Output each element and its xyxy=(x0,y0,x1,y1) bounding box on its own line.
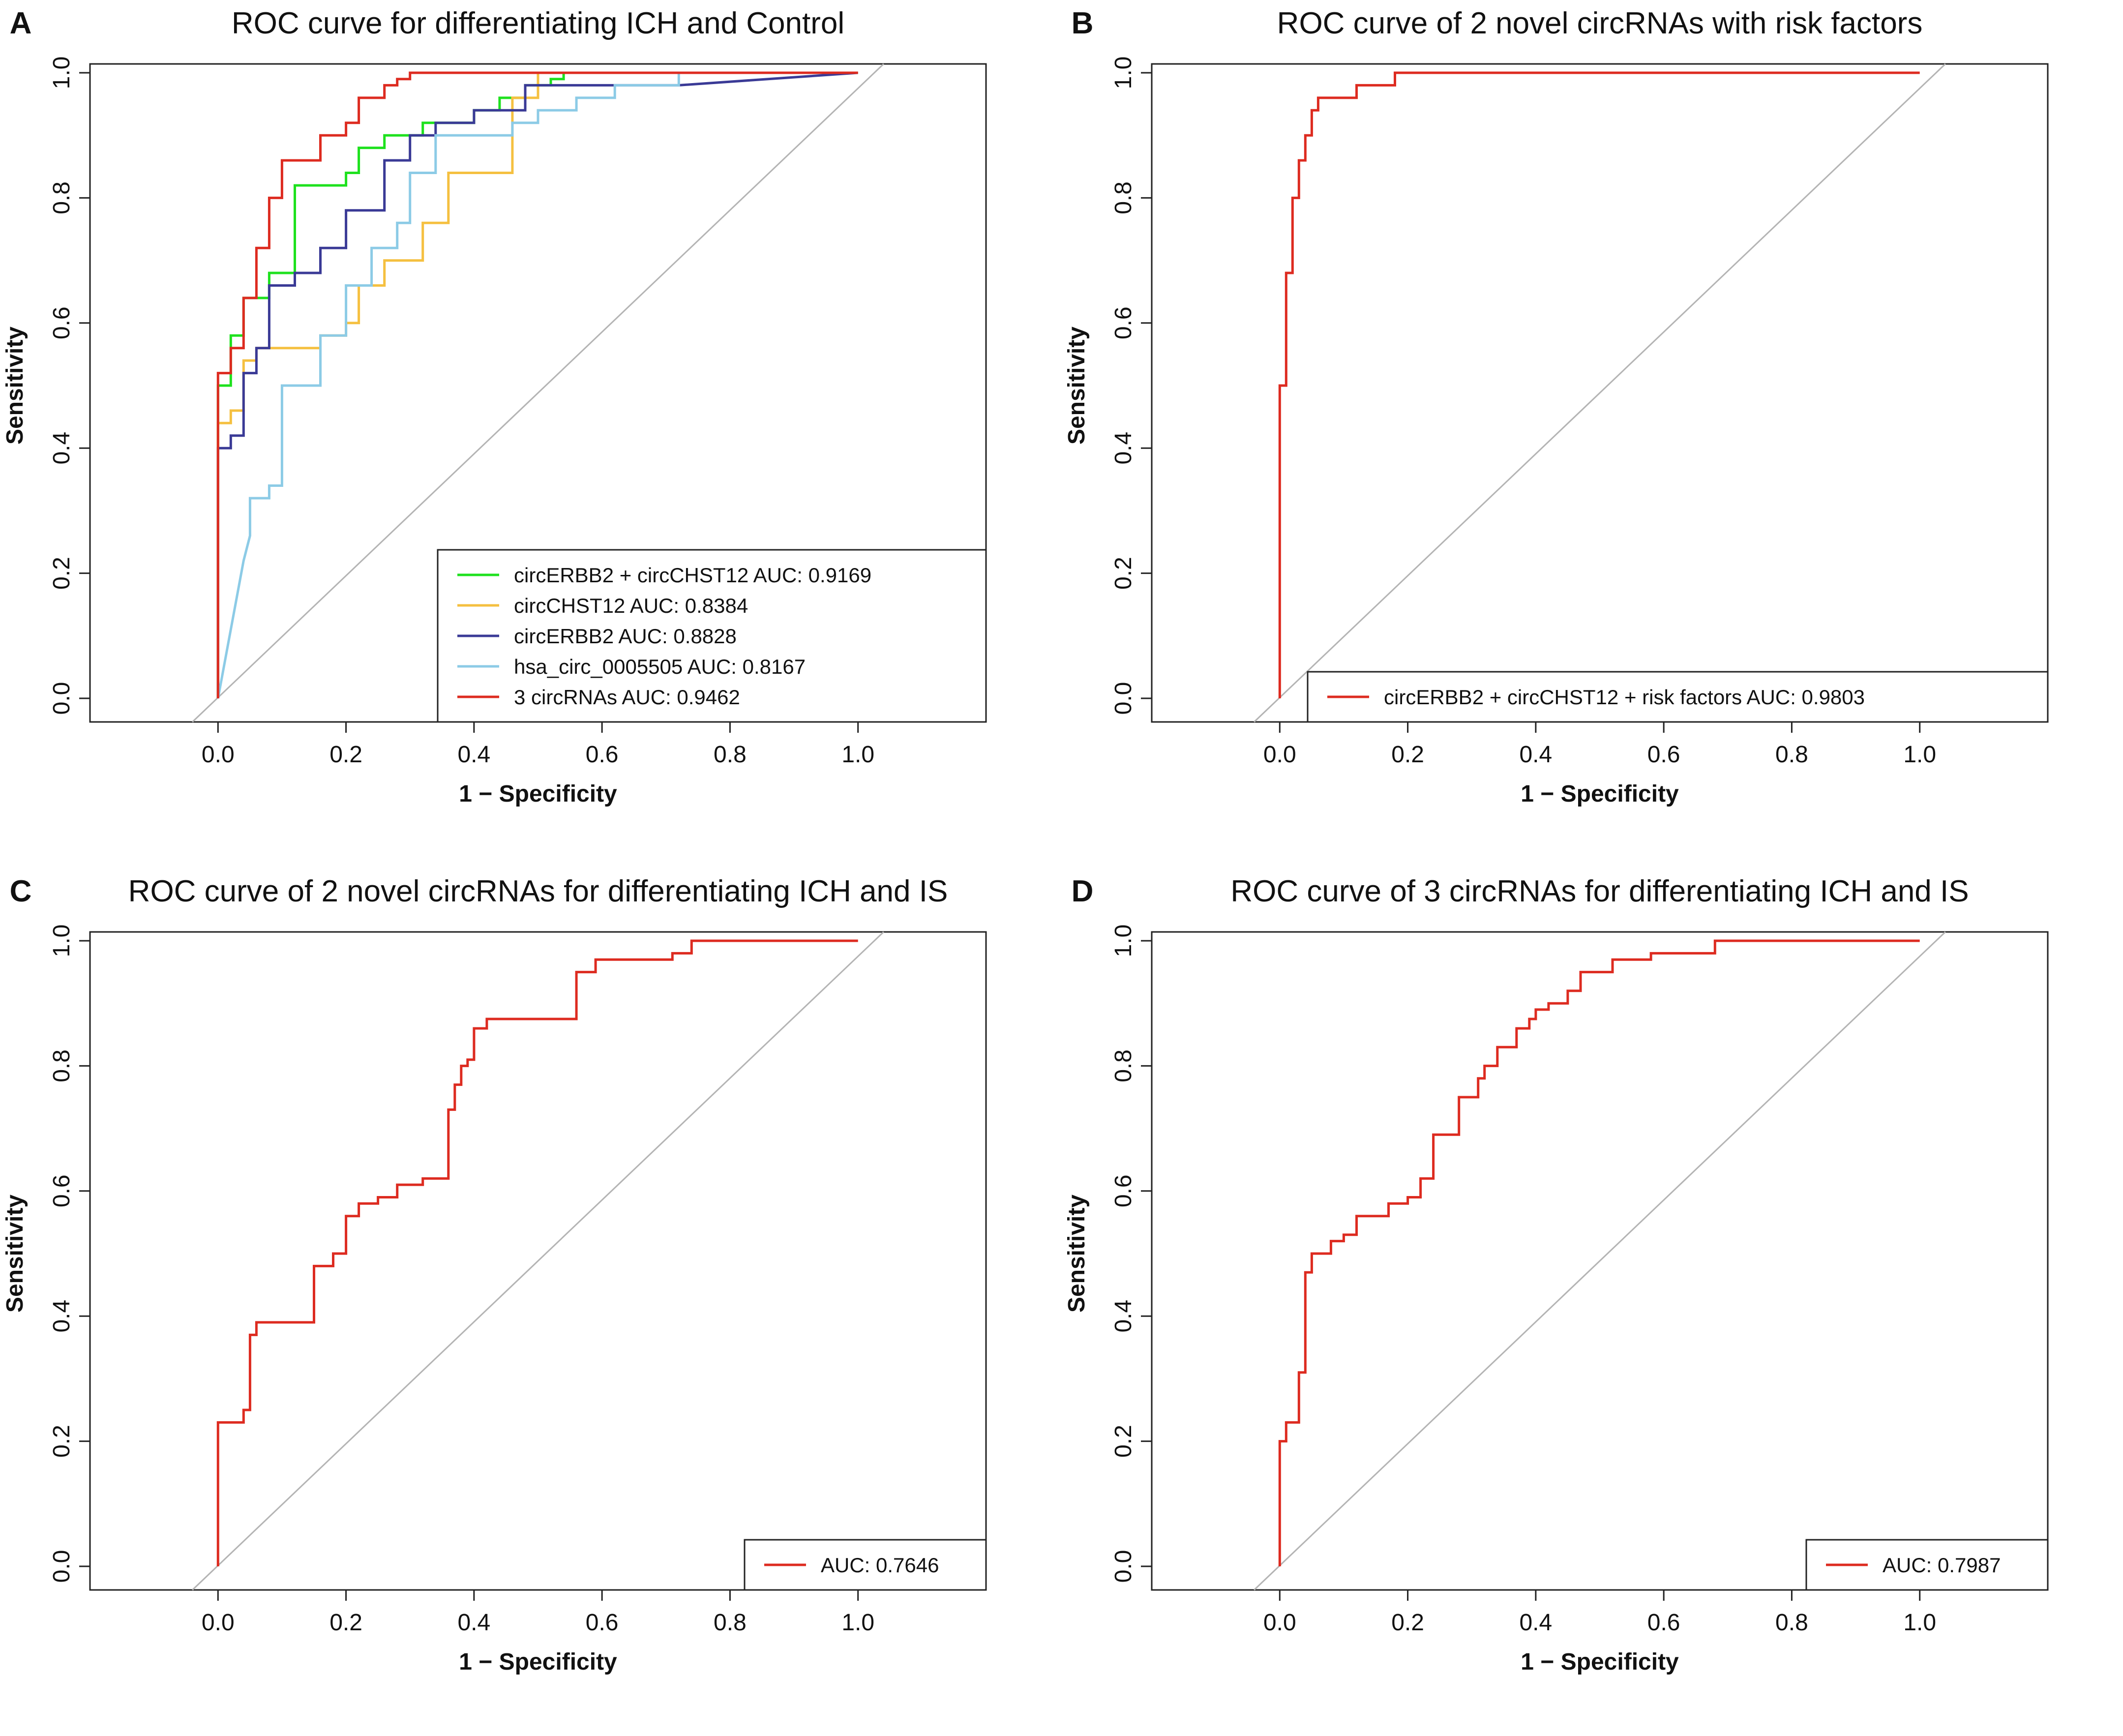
x-tick-label: 0.4 xyxy=(1519,1610,1552,1636)
x-tick-label: 0.8 xyxy=(714,742,747,768)
reference-diagonal xyxy=(192,63,884,723)
x-tick-label: 0.4 xyxy=(1519,742,1552,768)
legend-label: AUC: 0.7646 xyxy=(821,1554,939,1577)
x-tick-label: 0.8 xyxy=(1775,1610,1808,1636)
y-tick-label: 0.0 xyxy=(1110,682,1136,715)
y-tick-label: 1.0 xyxy=(49,925,75,958)
legend-label: circERBB2 + circCHST12 + risk factors AU… xyxy=(1384,686,1865,709)
roc-series-1 xyxy=(216,939,858,1566)
x-tick-label: 0.8 xyxy=(714,1610,747,1636)
y-tick-label: 1.0 xyxy=(1110,925,1136,958)
reference-diagonal xyxy=(1254,931,1946,1591)
y-tick-label: 0.0 xyxy=(49,1550,75,1583)
legend-box xyxy=(437,549,987,723)
reference-diagonal xyxy=(192,931,884,1591)
x-tick-label: 0.6 xyxy=(1647,742,1680,768)
y-tick-label: 0.2 xyxy=(1110,1425,1136,1458)
panel-c: C ROC curve of 2 novel circRNAs for diffe… xyxy=(0,868,1061,1736)
y-tick-label: 1.0 xyxy=(1110,57,1136,90)
x-tick-label: 1.0 xyxy=(1903,1610,1936,1636)
roc-series-4 xyxy=(216,71,858,699)
x-tick-label: 1.0 xyxy=(1903,742,1936,768)
y-tick-label: 0.6 xyxy=(49,306,75,339)
chart-title: ROC curve for differentiating ICH and Co… xyxy=(232,6,844,40)
legend-box xyxy=(1307,671,2049,723)
x-axis-label: 1 − Specificity xyxy=(459,1649,617,1675)
x-tick-label: 1.0 xyxy=(841,1610,874,1636)
panel-d: D ROC curve of 3 circRNAs for differentia… xyxy=(1062,868,2123,1736)
panel-label: A xyxy=(10,6,32,40)
y-tick-label: 0.4 xyxy=(1110,432,1136,465)
legend-label: hsa_circ_0005505 AUC: 0.8167 xyxy=(514,655,806,678)
x-tick-label: 0.2 xyxy=(1391,1610,1424,1636)
roc-chart-a: A ROC curve for differentiating ICH and C… xyxy=(2,6,987,807)
x-tick-label: 0.4 xyxy=(457,742,490,768)
x-tick-label: 0.0 xyxy=(202,1610,235,1636)
x-tick-label: 0.6 xyxy=(1647,1610,1680,1636)
y-tick-label: 0.8 xyxy=(49,181,75,214)
legend-label: circCHST12 AUC: 0.8384 xyxy=(514,594,748,617)
chart-title: ROC curve of 2 novel circRNAs with risk … xyxy=(1277,6,1923,40)
roc-chart-b: B ROC curve of 2 novel circRNAs with risk… xyxy=(1064,6,2049,807)
y-tick-label: 0.8 xyxy=(1110,181,1136,214)
y-axis-label: Sensitivity xyxy=(1064,327,1090,445)
y-tick-label: 0.8 xyxy=(49,1049,75,1082)
legend-label: 3 circRNAs AUC: 0.9462 xyxy=(514,686,740,709)
legend-label: circERBB2 AUC: 0.8828 xyxy=(514,625,737,648)
y-tick-label: 0.0 xyxy=(1110,1550,1136,1583)
y-tick-label: 0.2 xyxy=(1110,557,1136,590)
x-axis-label: 1 − Specificity xyxy=(1521,1649,1679,1675)
roc-chart-d: D ROC curve of 3 circRNAs for differentia… xyxy=(1064,874,2049,1675)
reference-diagonal xyxy=(1254,63,1946,723)
x-tick-label: 0.2 xyxy=(1391,742,1424,768)
chart-title: ROC curve of 2 novel circRNAs for differ… xyxy=(128,874,948,908)
y-tick-label: 0.2 xyxy=(49,557,75,590)
x-tick-label: 0.0 xyxy=(1263,742,1296,768)
y-axis-label: Sensitivity xyxy=(1064,1195,1090,1313)
y-tick-label: 0.4 xyxy=(49,1300,75,1333)
y-axis-label: Sensitivity xyxy=(2,1195,28,1313)
x-axis-label: 1 − Specificity xyxy=(1521,781,1679,807)
panel-label: B xyxy=(1072,6,1094,40)
y-tick-label: 1.0 xyxy=(49,57,75,90)
y-tick-label: 0.2 xyxy=(49,1425,75,1458)
panel-label: C xyxy=(10,874,32,908)
x-tick-label: 0.6 xyxy=(586,1610,619,1636)
y-tick-label: 0.6 xyxy=(1110,306,1136,339)
x-tick-label: 0.2 xyxy=(329,1610,362,1636)
roc-series-3 xyxy=(216,71,858,698)
x-tick-label: 0.8 xyxy=(1775,742,1808,768)
panel-b: B ROC curve of 2 novel circRNAs with risk… xyxy=(1062,0,2123,868)
x-axis-label: 1 − Specificity xyxy=(459,781,617,807)
x-tick-label: 1.0 xyxy=(841,742,874,768)
roc-series-5 xyxy=(216,71,858,698)
roc-series-1 xyxy=(1278,71,1920,698)
y-tick-label: 0.4 xyxy=(49,432,75,465)
legend-label: AUC: 0.7987 xyxy=(1883,1554,2001,1577)
x-tick-label: 0.2 xyxy=(329,742,362,768)
roc-series-1 xyxy=(1278,939,1920,1566)
y-tick-label: 0.8 xyxy=(1110,1049,1136,1082)
y-axis-label: Sensitivity xyxy=(2,327,28,445)
y-tick-label: 0.4 xyxy=(1110,1300,1136,1333)
y-tick-label: 0.0 xyxy=(49,682,75,715)
x-tick-label: 0.0 xyxy=(1263,1610,1296,1636)
y-tick-label: 0.6 xyxy=(1110,1174,1136,1207)
x-tick-label: 0.6 xyxy=(586,742,619,768)
chart-title: ROC curve of 3 circRNAs for differentiat… xyxy=(1230,874,1969,908)
roc-chart-c: C ROC curve of 2 novel circRNAs for diffe… xyxy=(2,874,987,1675)
panel-label: D xyxy=(1072,874,1094,908)
x-tick-label: 0.0 xyxy=(202,742,235,768)
legend-label: circERBB2 + circCHST12 AUC: 0.9169 xyxy=(514,564,871,587)
y-tick-label: 0.6 xyxy=(49,1174,75,1207)
x-tick-label: 0.4 xyxy=(457,1610,490,1636)
panel-a: A ROC curve for differentiating ICH and C… xyxy=(0,0,1061,868)
